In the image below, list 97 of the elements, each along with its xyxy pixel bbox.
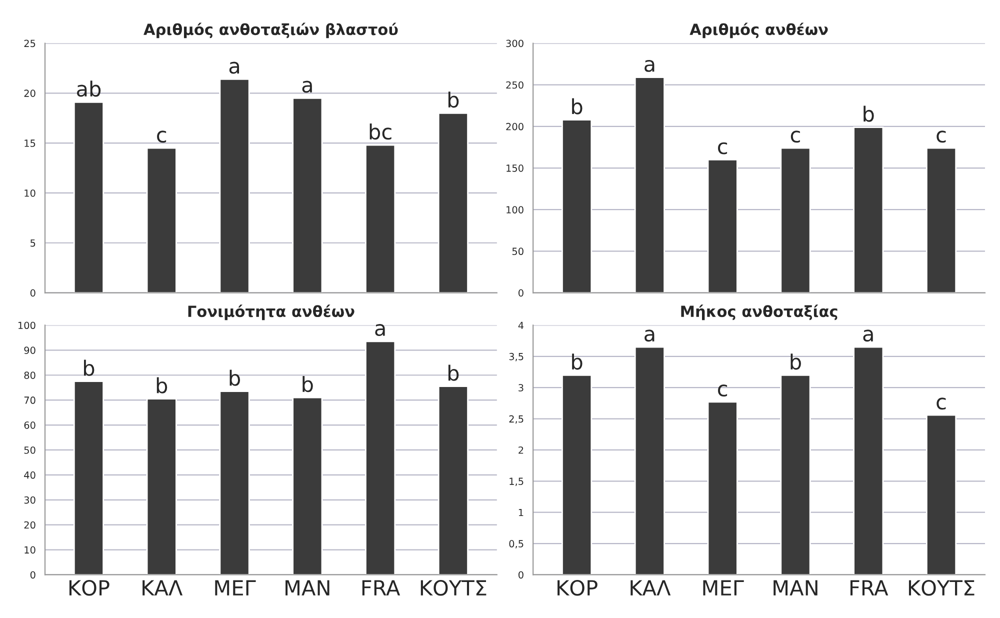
y-tick-label: 10 — [24, 189, 36, 197]
data-label: a — [375, 324, 385, 336]
bar — [926, 414, 957, 575]
y-tick-label: 3 — [518, 384, 524, 392]
bar — [438, 386, 468, 575]
bar — [634, 76, 665, 293]
data-label: b — [448, 364, 459, 381]
bar — [853, 346, 884, 575]
data-label: c — [157, 130, 166, 143]
bar — [707, 159, 738, 293]
data-label: a — [302, 80, 312, 93]
data-label: b — [448, 92, 459, 108]
y-tick-label: 150 — [506, 164, 524, 172]
data-label: a — [644, 60, 654, 72]
data-label: ab — [76, 80, 101, 97]
y-tick-label: 90 — [24, 346, 36, 354]
bar — [365, 144, 396, 293]
data-label: b — [302, 376, 313, 392]
x-tick-label: ΜΑΝ — [286, 580, 330, 596]
data-label: c — [936, 398, 946, 410]
data-label: c — [718, 142, 728, 154]
bar — [146, 398, 177, 575]
y-tick-label: 50 — [512, 248, 524, 256]
data-label: b — [84, 360, 94, 376]
x-tick-label: ΜΕΓ — [215, 580, 256, 596]
y-tick-label: 25 — [24, 40, 36, 48]
bar — [365, 340, 396, 575]
data-label: b — [572, 354, 582, 370]
y-tick-label: 70 — [24, 396, 36, 404]
x-tick-label: ΚΑΛ — [630, 580, 671, 596]
y-tick-label: 20 — [24, 90, 36, 97]
y-tick-label: 300 — [506, 40, 524, 48]
data-label: b — [156, 377, 168, 394]
y-tick-label: 0 — [518, 571, 524, 579]
y-tick-label: 30 — [24, 496, 36, 504]
y-tick-label: 15 — [24, 140, 36, 147]
chart-title: Αριθμός ανθέων — [690, 22, 828, 38]
data-label: a — [229, 62, 240, 74]
x-tick-label: ΚΟΥΤΣ — [908, 580, 974, 596]
x-tick-label: ΚΟΥΤΣ — [420, 580, 486, 596]
y-tick-label: 50 — [24, 446, 36, 454]
bar — [780, 374, 811, 575]
bar — [219, 78, 250, 293]
y-tick-label: 1 — [518, 508, 524, 516]
data-label: c — [936, 130, 946, 143]
y-tick-label: 5 — [30, 239, 36, 247]
y-tick-label: 0 — [518, 289, 524, 297]
x-tick-label: FRA — [362, 580, 400, 596]
y-tick-label: 10 — [24, 546, 36, 554]
y-tick-label: 200 — [506, 122, 524, 130]
y-tick-label: 2 — [518, 446, 524, 454]
y-tick-label: 40 — [24, 471, 36, 479]
data-label: b — [864, 106, 874, 122]
y-tick-label: 100 — [506, 206, 524, 214]
y-tick-label: 4 — [518, 322, 524, 329]
chart-title: Μήκος ανθοταξίας — [681, 304, 838, 320]
y-tick-label: 0 — [30, 289, 36, 297]
y-tick-label: 60 — [24, 422, 36, 429]
bar — [219, 390, 250, 575]
x-tick-label: ΚΟΡ — [558, 580, 598, 596]
bar — [73, 101, 104, 293]
data-label: c — [790, 130, 800, 143]
bar — [634, 346, 665, 575]
bar — [780, 147, 811, 293]
bar — [438, 112, 468, 293]
data-label: a — [863, 330, 873, 342]
data-label: b — [230, 370, 240, 386]
chart-title: Αριθμός ανθοταξιών βλαστού — [144, 22, 398, 38]
y-tick-label: 1,5 — [510, 478, 524, 486]
data-label: b — [572, 98, 582, 114]
x-tick-label: ΜΑΝ — [774, 580, 818, 596]
x-tick-label: ΚΑΛ — [142, 580, 183, 596]
data-label: bc — [370, 124, 392, 140]
bar — [146, 147, 177, 293]
bar — [562, 119, 592, 293]
y-tick-label: 0 — [30, 571, 36, 579]
x-tick-label: ΜΕΓ — [703, 580, 744, 596]
x-tick-label: ΚΟΡ — [69, 580, 110, 596]
data-label: a — [644, 330, 654, 342]
y-tick-label: 20 — [24, 521, 36, 529]
bar — [292, 396, 323, 575]
x-tick-label: FRA — [850, 580, 888, 596]
bar — [853, 126, 884, 293]
y-tick-label: 250 — [506, 81, 524, 89]
bar — [73, 380, 104, 575]
data-label: b — [790, 354, 801, 370]
y-tick-label: 100 — [18, 322, 36, 330]
chart-title: Γονιμότητα ανθέων — [188, 304, 354, 320]
bar — [926, 147, 957, 293]
bar — [292, 97, 323, 293]
bar — [707, 401, 738, 575]
bar — [562, 374, 592, 575]
y-tick-label: 80 — [24, 372, 36, 379]
y-tick-label: 0,5 — [509, 540, 524, 548]
y-tick-label: 3,5 — [509, 352, 524, 362]
data-label: c — [718, 384, 728, 397]
y-tick-label: 2,5 — [509, 415, 524, 424]
